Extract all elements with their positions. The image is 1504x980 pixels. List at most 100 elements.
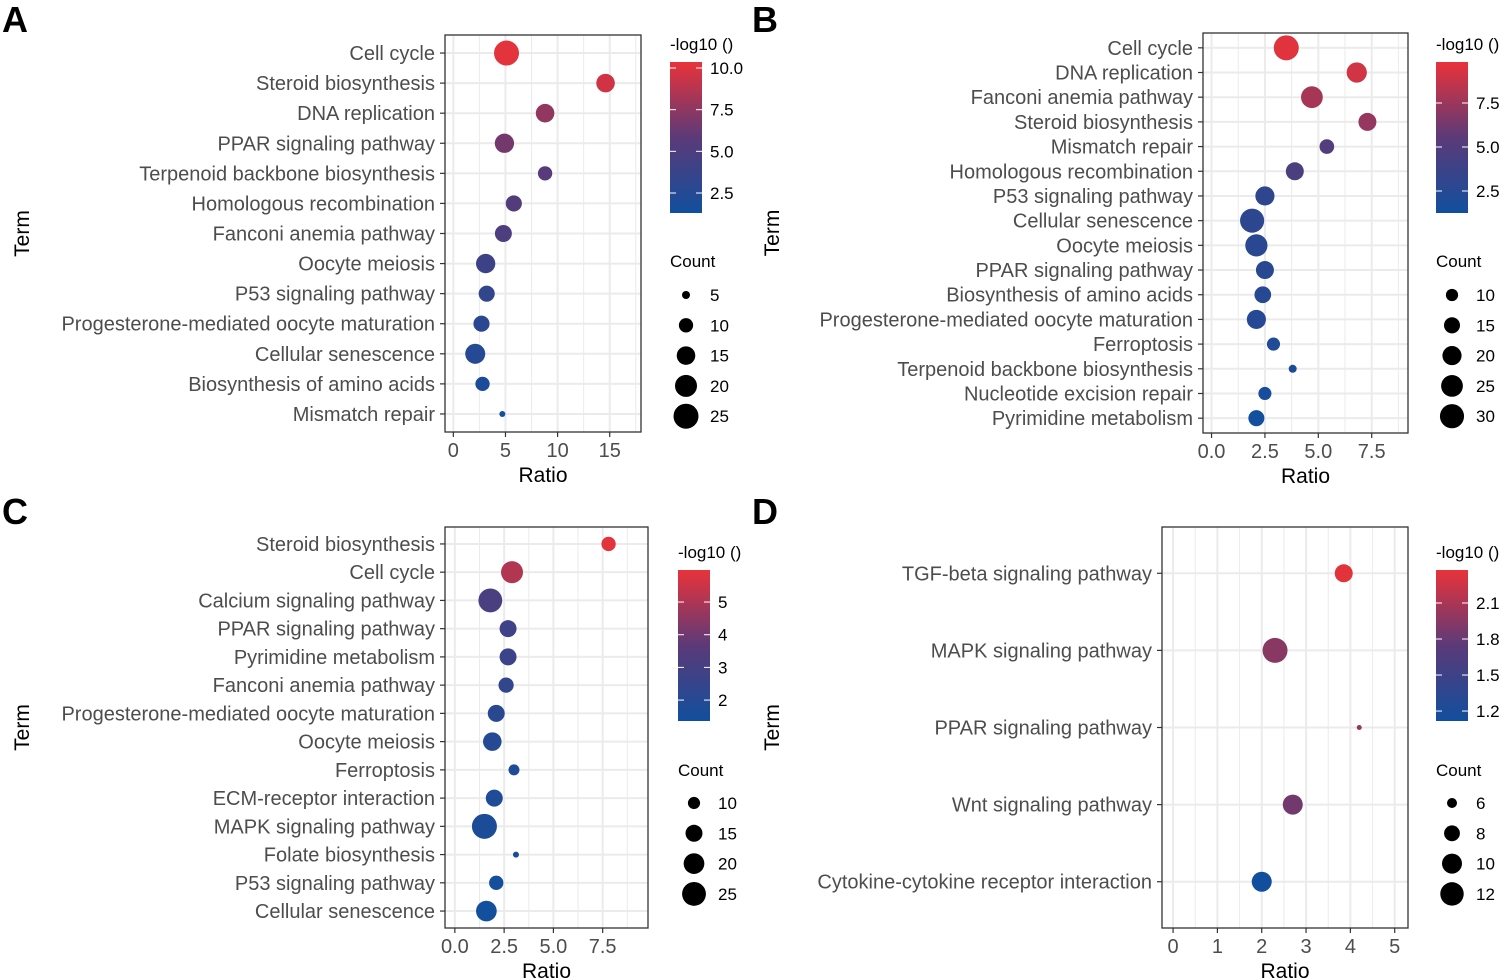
y-tick-label: Ferroptosis [1093,334,1193,356]
colorbar-tick-label: 2.5 [1476,182,1500,201]
y-tick-label: Fanconi anemia pathway [213,675,435,697]
y-tick-label: Progesterone-mediated oocyte maturation [819,309,1193,331]
panel-c: C Steroid biosynthesis Cell cycle Calcium s… [2,491,741,980]
data-point [476,253,496,274]
size-legend-title: Count [670,252,716,271]
y-tick-label: PPAR signaling pathway [217,133,435,155]
x-tick-label: 2 [1256,936,1267,958]
data-point [1262,637,1288,663]
data-point [537,166,553,181]
data-point [475,376,490,392]
data-point [1285,162,1304,181]
y-tick-label: Oocyte meiosis [1056,235,1193,257]
x-axis-title: Ratio [518,464,567,487]
size-legend-label: 8 [1476,824,1485,843]
size-legend-label: 10 [1476,286,1495,305]
size-legend-key [1445,288,1459,302]
data-point [500,561,524,584]
data-point [494,133,515,153]
panel-a: A Cell cycle Steroid biosynthesis DNA repli… [2,0,743,487]
size-legend-label: 10 [710,316,729,335]
data-point [1282,794,1303,815]
x-tick-label: 4 [1345,936,1356,958]
x-tick-label: 1 [1212,936,1223,958]
y-tick-label: Homologous recombination [950,161,1193,183]
y-tick-label: Cell cycle [349,43,435,65]
data-point [505,195,522,212]
colorbar-title: -log10 () [1436,35,1499,54]
data-point [465,343,486,364]
x-tick-label: 2.5 [490,936,518,958]
data-point [498,677,514,693]
y-tick-label: Steroid biosynthesis [1014,112,1193,134]
colorbar-tick-label: 5.0 [1476,138,1500,157]
data-point [499,648,517,666]
size-legend-label: 25 [718,885,737,904]
data-point [1251,871,1272,892]
size-legend-label: 5 [710,286,719,305]
data-point [499,620,517,638]
x-axis-title: Ratio [1281,465,1330,488]
y-tick-label: Fanconi anemia pathway [213,224,435,246]
panel-letter: B [752,0,778,40]
y-tick-label: Oocyte meiosis [298,732,435,754]
size-legend-key [683,853,705,874]
size-legend-key [676,346,696,365]
plot-frame [444,34,642,433]
panel-d: D TGF-beta signaling pathway MAPK signalin… [752,491,1500,980]
data-point [1255,261,1274,280]
y-tick-label: Steroid biosynthesis [256,534,435,556]
y-tick-label: Cellular senescence [1013,211,1193,233]
data-point [1266,337,1281,351]
y-tick-label: Cytokine-cytokine receptor interaction [817,872,1152,894]
y-tick-label: TGF-beta signaling pathway [902,563,1152,585]
size-legend-key [1442,346,1462,366]
y-tick-label: Ferroptosis [335,760,435,782]
data-point [473,315,490,332]
colorbar-tick-label: 5.0 [710,142,734,161]
size-legend-key [674,374,698,397]
data-point [1273,35,1299,61]
y-tick-label: Wnt signaling pathway [952,795,1152,817]
data-point [478,285,495,302]
data-point [1319,139,1335,154]
size-legend-title: Count [678,761,724,780]
panel-letter: C [2,491,28,532]
y-tick-label: P53 signaling pathway [235,284,435,306]
x-axis-title: Ratio [1260,960,1309,980]
x-tick-label: 7.5 [1358,441,1386,463]
x-tick-label: 0.0 [441,936,469,958]
size-legend-key [687,796,701,810]
size-legend-key [678,318,694,333]
x-tick-label: 3 [1300,936,1311,958]
x-tick-label: 5 [500,440,511,462]
plot-frame [444,526,649,929]
size-legend-key [1440,882,1464,906]
x-tick-label: 2.5 [1251,441,1279,463]
data-point [1258,386,1272,401]
size-legend-key [1444,825,1460,842]
data-point [1240,208,1265,233]
size-legend-label: 10 [718,794,737,813]
plot-frame [1161,526,1409,929]
y-tick-label: PPAR signaling pathway [934,718,1152,740]
y-tick-label: DNA replication [1055,63,1193,85]
y-tick-label: Nucleotide excision repair [964,383,1193,405]
data-point [494,40,520,66]
x-tick-label: 0.0 [1198,441,1226,463]
size-legend-key [1443,317,1461,334]
size-legend-label: 25 [710,407,729,426]
y-tick-label: Fanconi anemia pathway [971,87,1193,109]
size-legend-label: 6 [1476,794,1485,813]
x-tick-label: 5.0 [1304,441,1332,463]
size-legend-label: 30 [1476,407,1495,426]
panel-letter: A [2,0,28,40]
colorbar-title: -log10 () [678,543,741,562]
colorbar-tick-label: 4 [718,626,727,645]
size-legend-label: 15 [718,824,737,843]
y-tick-label: Biosynthesis of amino acids [946,285,1193,307]
data-point [494,225,512,242]
y-tick-label: Folate biosynthesis [264,845,435,867]
size-legend-key [682,881,706,906]
